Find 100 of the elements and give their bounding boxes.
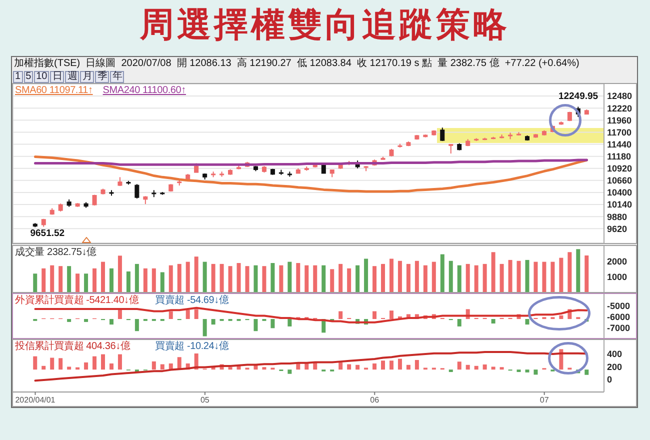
bar	[550, 262, 555, 292]
bar	[338, 362, 343, 370]
x-tick-label: 05	[200, 396, 210, 405]
y-tick-label: 10920	[607, 164, 632, 174]
bar	[67, 266, 72, 292]
chart-title: 成交量 2382.75↓億	[15, 247, 96, 258]
bar	[118, 309, 122, 320]
bar	[92, 356, 97, 370]
bar	[58, 358, 63, 370]
bar	[101, 354, 105, 370]
chart-subtitle: 買賣超 -54.69↓億	[155, 295, 229, 306]
bar	[296, 263, 300, 292]
text: 投信累計買賣超 404.36↓億	[15, 341, 130, 352]
bar	[381, 360, 385, 370]
bar	[177, 264, 182, 292]
bar	[364, 258, 368, 292]
bar	[92, 268, 97, 292]
x-tick-label: 2020/04/01	[15, 396, 56, 405]
bar	[448, 260, 453, 292]
chart-subtitle: 買賣超 -10.24↓億	[155, 341, 229, 352]
y-tick-label: 200	[607, 362, 622, 372]
bar	[109, 268, 114, 292]
bar	[338, 311, 343, 320]
annotation: 9651.52	[30, 228, 65, 240]
bar	[398, 358, 402, 370]
bar	[457, 265, 462, 292]
bar	[134, 319, 139, 332]
bar	[50, 358, 54, 370]
bar	[466, 364, 470, 370]
bar	[270, 263, 275, 292]
bar	[236, 263, 241, 292]
bar	[262, 367, 266, 370]
bar	[491, 252, 496, 292]
bar	[440, 254, 444, 292]
button: 年	[110, 71, 124, 83]
y-tick-label: -7000	[607, 323, 630, 334]
bar	[58, 266, 63, 292]
text: SMA60 11097.11↑	[15, 85, 93, 96]
button: 日	[50, 71, 64, 83]
y-tick-label: 10660	[607, 176, 632, 186]
y-tick-label: 9880	[607, 212, 628, 222]
bar	[525, 260, 530, 292]
button: 10	[34, 71, 50, 83]
bar	[482, 364, 487, 370]
bar	[525, 319, 530, 325]
bar	[109, 363, 114, 370]
button: 月	[80, 71, 94, 83]
bar	[186, 262, 190, 292]
bar	[84, 274, 88, 292]
y-tick-label: 11440	[607, 139, 632, 150]
bar	[389, 360, 394, 370]
text: SMA240 11100.60↑	[102, 85, 186, 96]
bar	[559, 258, 564, 292]
bar	[457, 362, 462, 370]
bar	[568, 252, 572, 292]
bar	[228, 266, 232, 292]
bar	[432, 262, 436, 292]
bar	[42, 366, 46, 370]
bar	[372, 363, 377, 370]
bar	[389, 258, 394, 292]
bar	[168, 311, 173, 320]
bar	[118, 256, 122, 292]
bar	[576, 249, 580, 292]
bar	[168, 265, 173, 292]
bar	[372, 266, 377, 292]
button: 1	[13, 71, 23, 83]
bar	[270, 319, 275, 328]
y-tick-label: -5000	[607, 300, 630, 311]
bar	[584, 255, 589, 292]
y-tick-label: 2000	[607, 256, 628, 267]
bar	[466, 264, 470, 292]
candlestick	[440, 127, 445, 142]
bar	[457, 319, 462, 326]
bar	[152, 268, 156, 292]
bar	[559, 315, 564, 320]
bar	[356, 364, 360, 370]
bar	[398, 260, 402, 292]
candlestick	[448, 144, 454, 154]
bar	[330, 269, 334, 292]
bar	[534, 370, 538, 375]
bar	[296, 363, 300, 370]
y-tick-label: 10400	[607, 188, 632, 198]
bar	[202, 319, 207, 336]
bar	[516, 370, 521, 372]
bar	[288, 262, 292, 292]
bar	[381, 264, 385, 292]
bar	[525, 370, 530, 372]
bar	[76, 274, 80, 292]
bar	[288, 370, 292, 374]
chart-title: 周選擇權雙向追蹤策略	[140, 5, 510, 45]
bar	[414, 360, 419, 370]
bar	[143, 268, 148, 292]
bar	[288, 319, 292, 326]
bar	[474, 265, 478, 292]
bar	[474, 366, 478, 370]
bar	[67, 366, 72, 370]
button: 5	[24, 71, 34, 83]
y-tick-label: 1000	[607, 272, 628, 282]
bar	[254, 265, 258, 292]
bar	[152, 361, 156, 370]
